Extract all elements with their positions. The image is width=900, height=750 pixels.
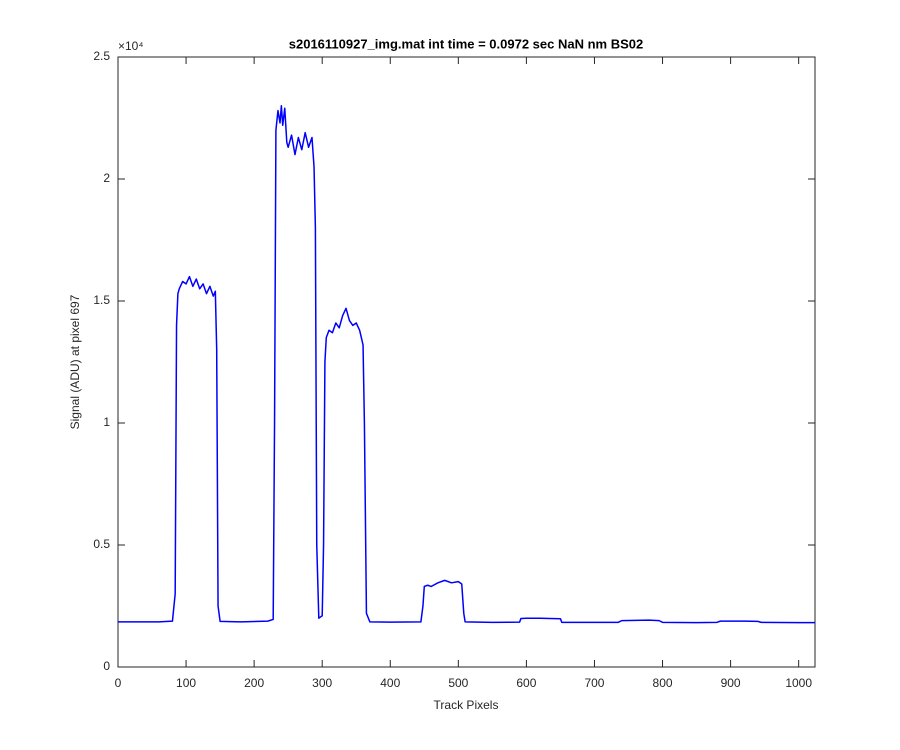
x-tick-label: 400: [380, 676, 400, 690]
y-tick-label: 1: [103, 415, 110, 429]
x-axis-label: Track Pixels: [434, 698, 499, 712]
y-axis-label: Signal (ADU) at pixel 697: [68, 294, 82, 429]
y-exponent: ×10⁴: [118, 39, 144, 53]
y-tick-label: 2: [103, 171, 110, 185]
x-tick-label: 300: [312, 676, 332, 690]
x-tick-label: 0: [115, 676, 122, 690]
axes-box: [117, 56, 816, 668]
chart-title: s2016110927_img.mat int time = 0.0972 se…: [289, 36, 643, 51]
y-tick-label: 0.5: [93, 537, 110, 551]
x-tick-label: 800: [653, 676, 673, 690]
x-tick-label: 700: [584, 676, 604, 690]
x-tick-label: 200: [244, 676, 264, 690]
x-tick-label: 1000: [785, 676, 812, 690]
x-tick-label: 100: [176, 676, 196, 690]
y-tick-label: 2.5: [93, 49, 110, 63]
y-tick-label: 1.5: [93, 293, 110, 307]
y-tick-label: 0: [103, 659, 110, 673]
data-line: [118, 105, 815, 624]
x-tick-label: 600: [516, 676, 536, 690]
x-tick-label: 900: [721, 676, 741, 690]
x-tick-label: 500: [448, 676, 468, 690]
